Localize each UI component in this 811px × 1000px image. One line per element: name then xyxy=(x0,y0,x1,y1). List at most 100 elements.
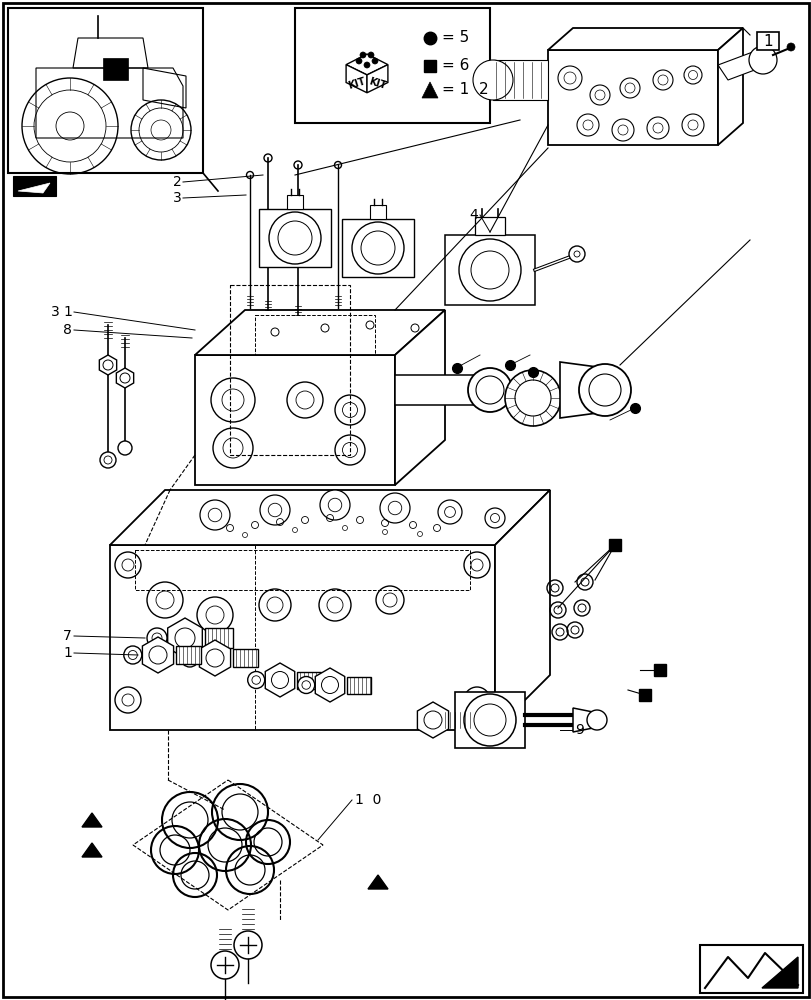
Text: 9: 9 xyxy=(574,723,583,737)
Circle shape xyxy=(234,931,262,959)
Text: 3: 3 xyxy=(173,191,182,205)
Polygon shape xyxy=(547,28,742,50)
Circle shape xyxy=(473,60,513,100)
Bar xyxy=(294,8,489,123)
Polygon shape xyxy=(341,219,414,277)
Text: 1: 1 xyxy=(762,33,772,48)
Polygon shape xyxy=(195,355,394,485)
Text: = 6: = 6 xyxy=(441,58,469,74)
Text: = 1  2: = 1 2 xyxy=(441,83,488,98)
Circle shape xyxy=(463,687,489,713)
Circle shape xyxy=(259,589,290,621)
Circle shape xyxy=(181,649,199,667)
Circle shape xyxy=(211,951,238,979)
Polygon shape xyxy=(345,54,388,75)
Circle shape xyxy=(681,114,703,136)
Circle shape xyxy=(123,646,142,664)
Circle shape xyxy=(247,672,264,688)
Polygon shape xyxy=(82,843,102,857)
Polygon shape xyxy=(259,209,331,267)
Text: 7: 7 xyxy=(63,629,72,643)
Circle shape xyxy=(611,119,633,141)
Circle shape xyxy=(380,493,410,523)
Polygon shape xyxy=(265,663,294,697)
Circle shape xyxy=(467,368,512,412)
Circle shape xyxy=(359,52,366,58)
Polygon shape xyxy=(18,183,50,193)
Circle shape xyxy=(646,117,668,139)
Circle shape xyxy=(371,58,378,64)
Circle shape xyxy=(298,676,315,694)
Text: 4: 4 xyxy=(469,208,478,222)
Circle shape xyxy=(286,382,323,418)
Circle shape xyxy=(786,43,794,51)
Bar xyxy=(370,205,385,219)
Text: = 5: = 5 xyxy=(441,30,469,45)
Circle shape xyxy=(569,246,584,262)
Circle shape xyxy=(748,46,776,74)
Polygon shape xyxy=(200,640,230,676)
Polygon shape xyxy=(142,637,174,673)
Bar xyxy=(8,8,203,173)
Polygon shape xyxy=(454,692,525,748)
Circle shape xyxy=(100,452,116,468)
Circle shape xyxy=(147,628,167,648)
Polygon shape xyxy=(367,65,388,93)
Circle shape xyxy=(437,500,461,524)
Circle shape xyxy=(355,58,362,64)
Polygon shape xyxy=(345,65,367,93)
Circle shape xyxy=(118,441,132,455)
Polygon shape xyxy=(109,545,495,730)
Polygon shape xyxy=(367,875,388,889)
Polygon shape xyxy=(297,672,320,688)
Polygon shape xyxy=(346,676,371,694)
Polygon shape xyxy=(495,490,549,730)
Circle shape xyxy=(260,495,290,525)
Circle shape xyxy=(363,62,370,68)
Bar xyxy=(699,945,802,993)
Polygon shape xyxy=(204,628,233,648)
Polygon shape xyxy=(474,217,504,235)
Circle shape xyxy=(463,694,515,746)
Circle shape xyxy=(367,52,374,58)
Text: 8: 8 xyxy=(63,323,72,337)
Polygon shape xyxy=(99,355,117,375)
Polygon shape xyxy=(492,60,547,100)
Circle shape xyxy=(375,586,404,614)
Polygon shape xyxy=(417,702,448,738)
Polygon shape xyxy=(573,708,592,732)
Polygon shape xyxy=(560,362,604,418)
Text: KIT: KIT xyxy=(346,76,366,91)
Circle shape xyxy=(351,222,404,274)
Bar xyxy=(230,285,350,455)
Circle shape xyxy=(197,597,233,633)
Polygon shape xyxy=(168,618,202,658)
Bar xyxy=(756,32,778,50)
Circle shape xyxy=(319,589,350,621)
Circle shape xyxy=(463,552,489,578)
Polygon shape xyxy=(394,375,474,405)
Text: 3: 3 xyxy=(51,305,60,319)
Circle shape xyxy=(484,508,504,528)
Circle shape xyxy=(335,435,365,465)
Circle shape xyxy=(115,687,141,713)
Bar xyxy=(135,550,470,590)
Bar xyxy=(103,58,128,80)
Polygon shape xyxy=(444,235,534,305)
Circle shape xyxy=(320,490,350,520)
Polygon shape xyxy=(717,50,767,80)
Bar xyxy=(286,195,303,209)
Text: 1  0: 1 0 xyxy=(354,793,381,807)
Polygon shape xyxy=(82,813,102,827)
Polygon shape xyxy=(13,176,56,196)
Polygon shape xyxy=(109,490,549,545)
Circle shape xyxy=(504,370,560,426)
Circle shape xyxy=(212,428,253,468)
Polygon shape xyxy=(422,82,437,98)
Circle shape xyxy=(268,212,320,264)
Circle shape xyxy=(577,114,599,136)
Polygon shape xyxy=(176,646,201,664)
Polygon shape xyxy=(233,649,258,667)
Circle shape xyxy=(200,500,230,530)
Polygon shape xyxy=(315,668,345,702)
